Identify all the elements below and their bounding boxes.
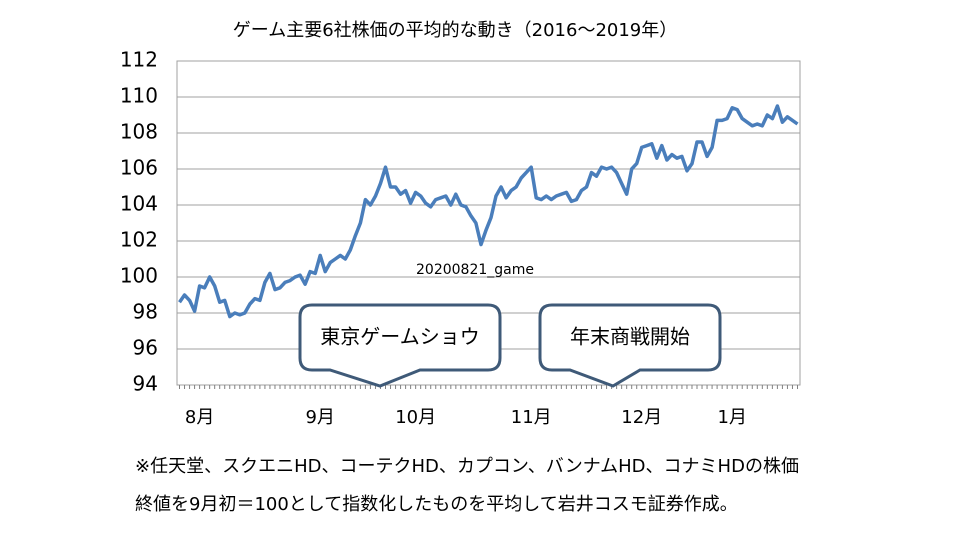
callout-label: 年末商戦開始 (570, 325, 690, 349)
x-tick-label: 12月 (621, 407, 662, 428)
y-tick-label: 98 (133, 300, 158, 324)
y-tick-label: 96 (133, 336, 158, 360)
y-tick-label: 102 (120, 228, 158, 252)
chart-title: ゲーム主要6社株価の平均的な動き（2016～2019年） (233, 20, 678, 41)
x-tick-label: 10月 (395, 407, 436, 428)
x-tick-label: 1月 (717, 407, 746, 428)
y-tick-label: 110 (120, 84, 158, 108)
x-tick-label: 9月 (305, 407, 334, 428)
y-tick-label: 94 (133, 372, 158, 396)
data-line (178, 104, 799, 319)
callout-label: 東京ゲームショウ (320, 325, 479, 349)
y-tick-label: 106 (120, 156, 158, 180)
callout (538, 303, 722, 388)
y-tick-label: 108 (120, 120, 158, 144)
callout (298, 303, 502, 388)
y-tick-label: 112 (120, 48, 158, 72)
footnote: 終値を9月初＝100として指数化したものを平均して岩井コスモ証券作成。 (135, 494, 738, 515)
annotation: 20200821_game (416, 262, 534, 278)
plot-border (176, 60, 801, 386)
y-tick-label: 100 (120, 264, 158, 288)
x-tick-label: 8月 (185, 407, 214, 428)
footnote: ※任天堂、スクエニHD、コーテクHD、カプコン、バンナムHD、コナミHDの株価 (135, 456, 799, 477)
y-tick-label: 104 (120, 192, 158, 216)
x-tick-label: 11月 (511, 407, 552, 428)
